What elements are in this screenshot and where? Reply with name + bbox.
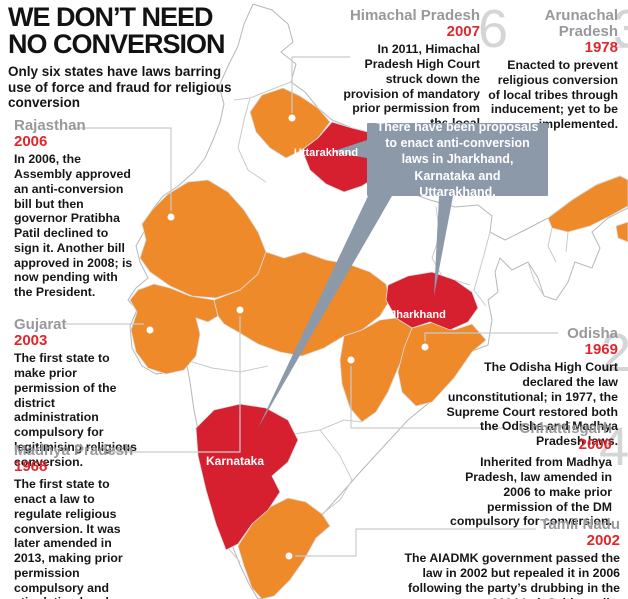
dot-rajasthan [167, 213, 175, 221]
state-description: In 2006, the Assembly approved an anti-c… [14, 152, 133, 299]
leader-rajasthan [74, 127, 172, 211]
ordinal-arunachal: 3 [613, 2, 628, 56]
state-name: Odisha [567, 325, 618, 342]
dot-tamil-nadu [285, 552, 293, 560]
leader-tamil-nadu [295, 528, 536, 557]
info-block-tamil-nadu: Tamil Nadu 2002 The AIADMK government pa… [382, 517, 620, 599]
ordinal-odisha: 2 [601, 323, 628, 383]
info-block-odisha: Odisha 1969 The Odisha High Court declar… [438, 325, 619, 449]
state-description: The first state to enact a law to regula… [14, 477, 125, 599]
state-year: 2003 [14, 331, 48, 349]
ordinal-himachal: 6 [478, 0, 509, 59]
state-year: 1969 [584, 340, 618, 358]
map-state-arunachal-pradesh [547, 175, 628, 233]
state-description: The first state to make prior permission… [14, 351, 137, 469]
dot-odisha [421, 343, 429, 351]
state-year: 2000 [578, 435, 612, 453]
state-name: Chhattisgarh [519, 420, 612, 437]
map-state-tamil-nadu [237, 497, 331, 599]
state-description: In 2011, Himachal Pradesh High Court str… [343, 42, 480, 145]
state-year: 1978 [584, 38, 618, 56]
leader-madhya-pradesh [104, 316, 241, 453]
map-state-gujarat [129, 283, 219, 375]
ordinal-chhattisgarh: 4 [599, 417, 628, 477]
info-block-himachal-pradesh: Himachal Pradesh 2007 In 2011, Himachal … [340, 8, 480, 146]
state-year: 2006 [14, 132, 48, 150]
state-name: Tamil Nadu [540, 516, 620, 533]
info-block-rajasthan: Rajasthan 2006 In 2006, the Assembly app… [14, 118, 134, 300]
state-name: Gujarat [14, 316, 67, 333]
leader-chhattisgarh [350, 366, 505, 429]
state-year: 1968 [14, 457, 48, 475]
dot-himachal [288, 114, 296, 122]
leader-himachal [291, 56, 350, 113]
state-description: Inherited from Madhya Pradesh, law amend… [450, 455, 612, 529]
map-label-jharkhand: Jharkhand [390, 309, 446, 321]
callout-pointer-uttarakhand [331, 140, 367, 158]
state-borders [185, 81, 569, 563]
map-label-uttarakhand: Uttarakhand [293, 147, 359, 159]
dot-gujarat [146, 326, 154, 334]
state-year: 2002 [586, 531, 620, 549]
callout-pointer-jharkhand [434, 196, 453, 296]
map-state-jharkhand [385, 271, 479, 331]
state-name: Rajasthan [14, 117, 86, 134]
callout-pointer-karnataka [258, 196, 392, 428]
info-block-gujarat: Gujarat 2003 The first state to make pri… [14, 317, 138, 469]
headline-subtitle: Only six states have laws barring use of… [8, 64, 232, 111]
dot-chhattisgarh [347, 356, 355, 364]
state-description: Enacted to prevent religious conversion … [488, 58, 618, 131]
headline-line2: NO CONVERSION [8, 29, 226, 59]
state-year: 2007 [446, 22, 480, 40]
state-name: Arunachal Pradesh [544, 7, 618, 40]
map-label-karnataka: Karnataka [205, 454, 265, 468]
headline: WE DON’T NEED NO CONVERSION Only six sta… [8, 4, 246, 111]
info-block-madhya-pradesh: Madhya Pradesh 1968 The first state to e… [14, 443, 145, 599]
state-name: Himachal Pradesh [349, 7, 480, 24]
state-description: The AIADMK government passed the law in … [404, 551, 620, 599]
map-state-chhattisgarh [339, 317, 413, 423]
leader-odisha [424, 332, 558, 341]
map-state-karnataka [195, 403, 299, 551]
dot-madhya-pradesh [236, 306, 244, 314]
headline-line1: WE DON’T NEED [8, 2, 214, 32]
state-description: The Odisha High Court declared the law u… [446, 360, 619, 448]
map-state-odisha [397, 321, 487, 407]
info-block-arunachal-pradesh: Arunachal Pradesh 1978 Enacted to preven… [485, 8, 618, 132]
info-block-chhattisgarh: Chhattisgarh 2000 Inherited from Madhya … [440, 421, 612, 529]
state-name: Madhya Pradesh [14, 442, 134, 459]
proposals-callout: There have been proposals to enact anti-… [367, 120, 548, 199]
map-state-arunachal-east [615, 221, 628, 243]
